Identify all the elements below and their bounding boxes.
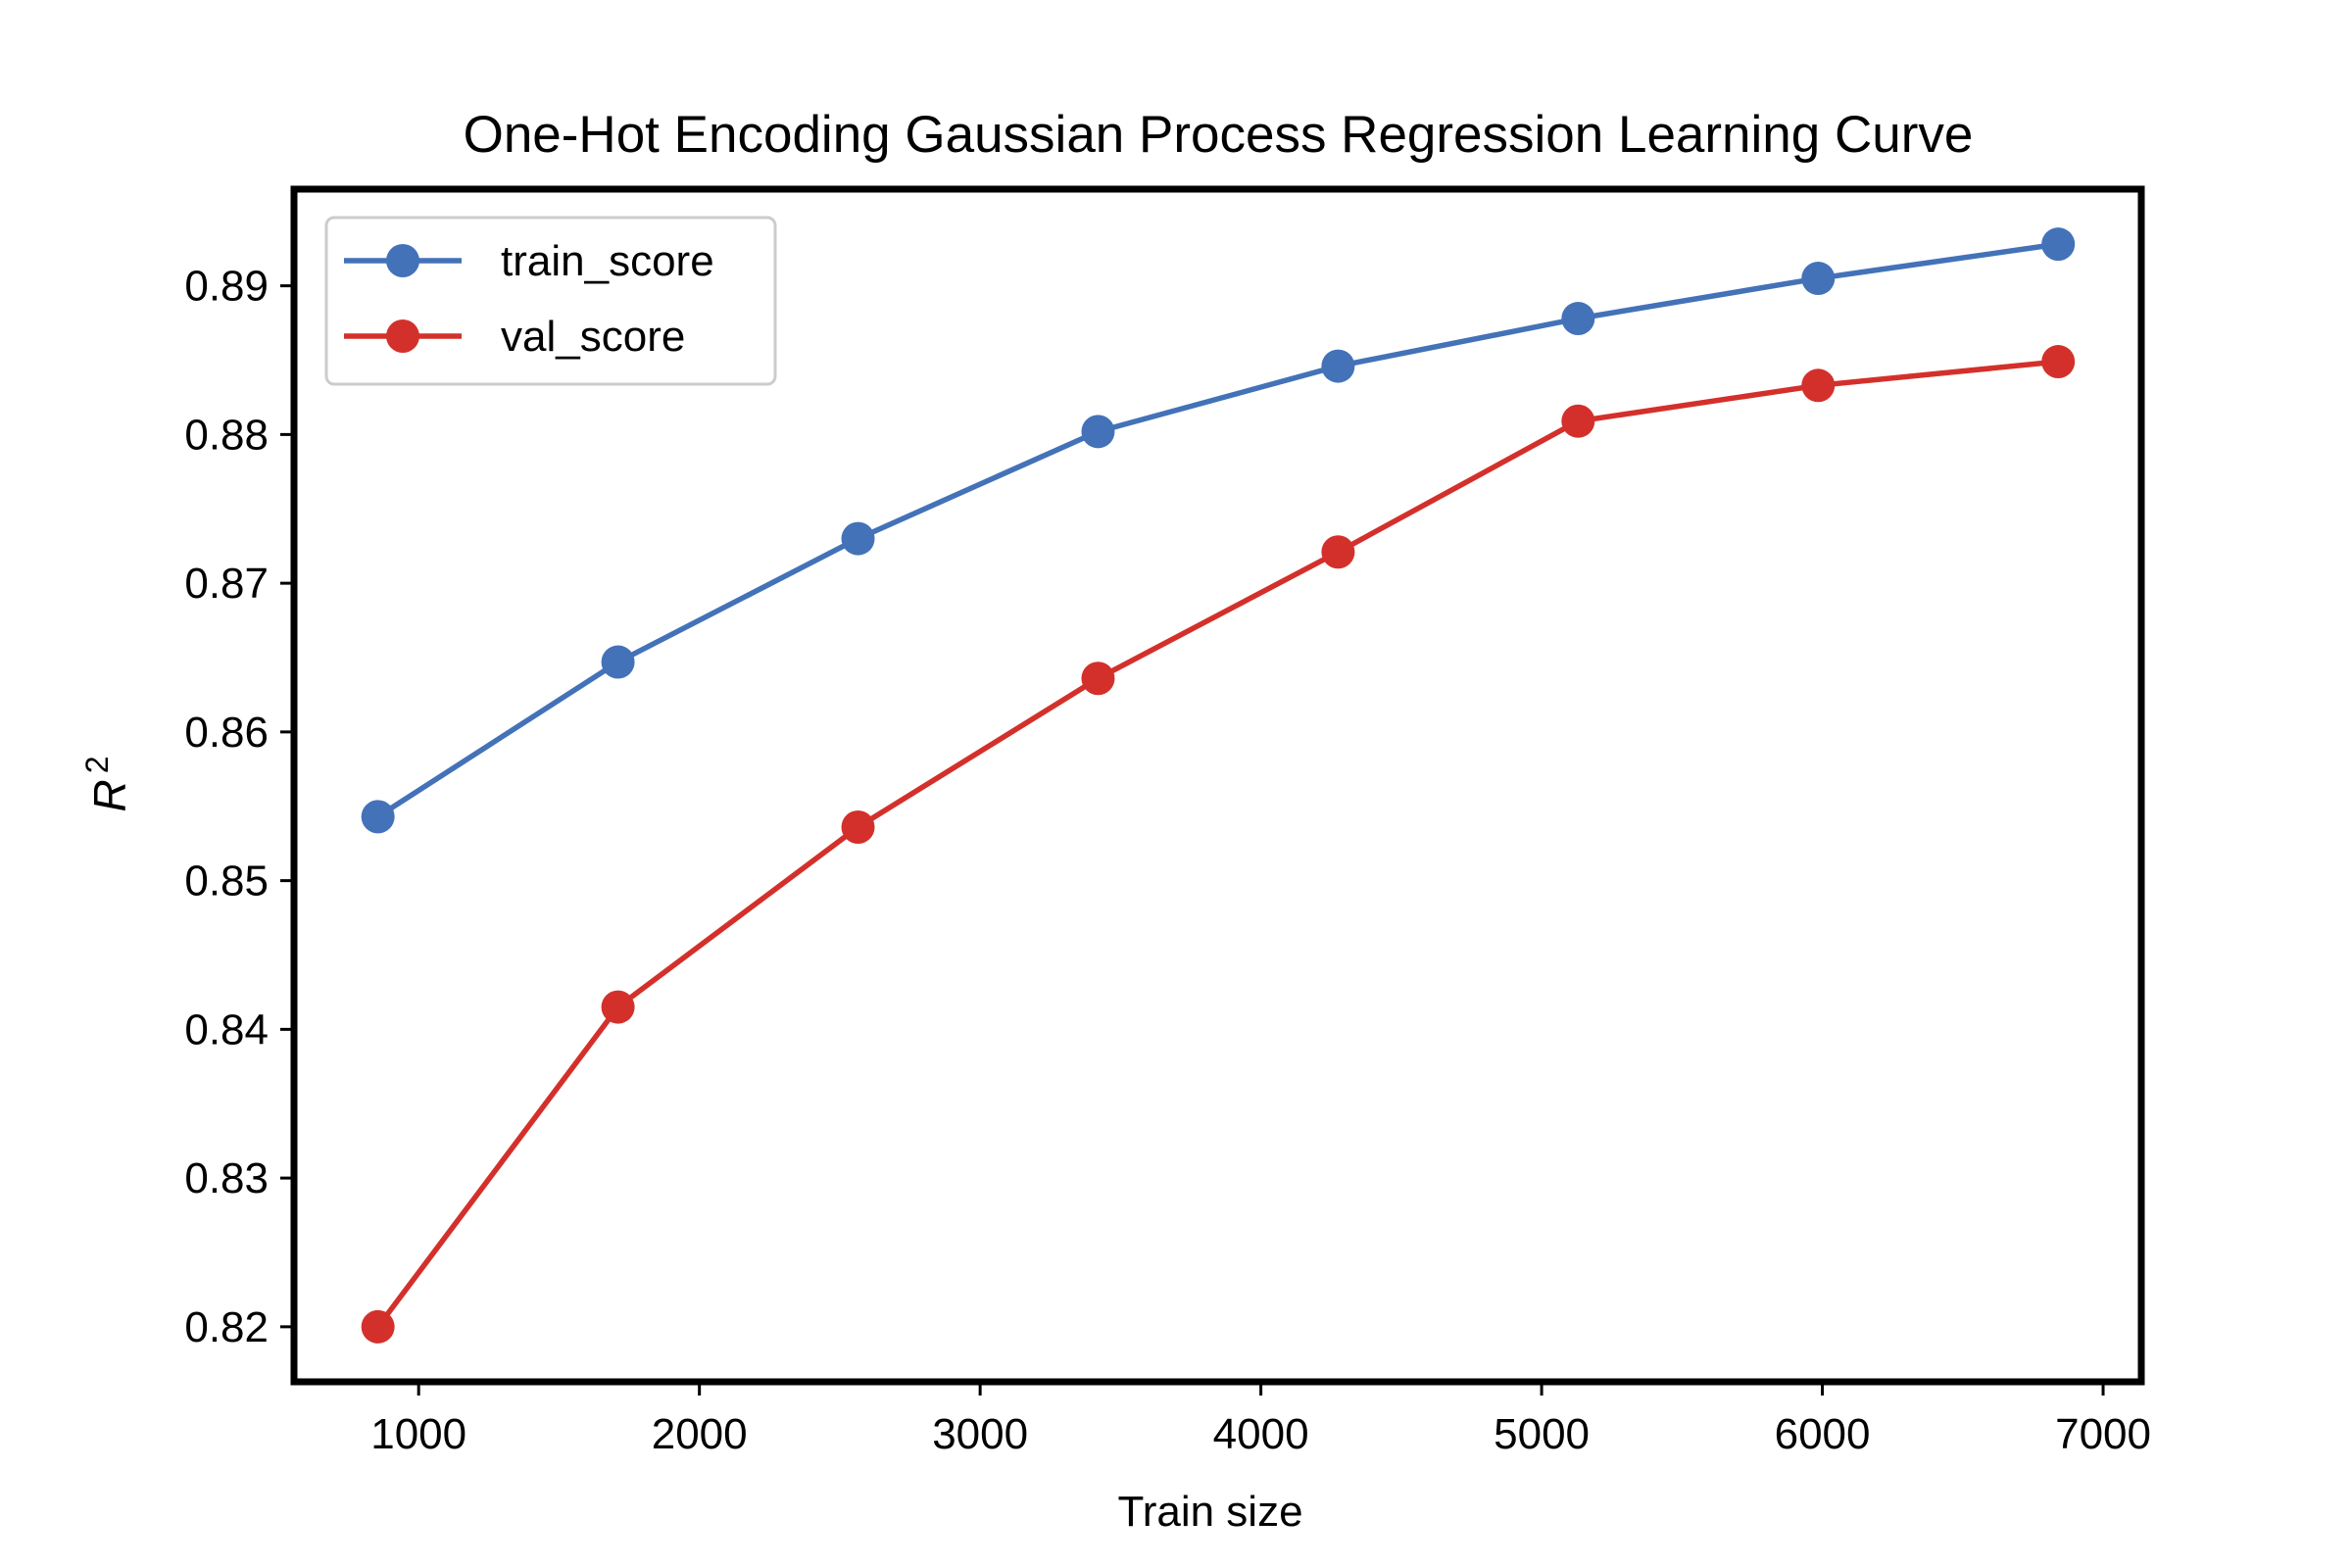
x-axis-label: Train size	[1117, 1488, 1302, 1536]
legend-label: train_score	[501, 237, 714, 285]
x-axis: 1000 2000 3000 4000 5000 6000 7000	[370, 1382, 2151, 1458]
series-layer	[361, 227, 2076, 1344]
chart-title: One-Hot Encoding Gaussian Process Regres…	[464, 106, 1974, 164]
data-point	[1321, 349, 1355, 383]
y-tick-label: 0.82	[184, 1303, 269, 1351]
data-point	[2041, 227, 2076, 262]
x-tick-label: 5000	[1494, 1410, 1590, 1458]
data-point	[1081, 662, 1115, 696]
y-axis-label: R2	[79, 756, 135, 811]
data-point	[601, 645, 635, 679]
y-tick-label: 0.87	[184, 560, 269, 608]
series-line	[376, 241, 2059, 819]
legend-label: val_score	[501, 313, 685, 361]
x-tick-label: 2000	[652, 1410, 748, 1458]
data-point	[1801, 368, 1836, 403]
y-axis-label-superscript: 2	[79, 756, 115, 773]
data-point	[841, 521, 875, 556]
data-point	[601, 990, 635, 1024]
data-point	[1801, 262, 1836, 296]
legend-marker	[386, 319, 419, 353]
data-point	[2041, 345, 2076, 379]
y-tick-label: 0.89	[184, 263, 269, 311]
x-tick-label: 7000	[2055, 1410, 2151, 1458]
data-point	[1321, 535, 1355, 569]
y-tick-label: 0.85	[184, 858, 269, 906]
data-point	[361, 800, 395, 834]
data-point	[841, 809, 875, 844]
series-line	[375, 359, 2059, 1329]
y-tick-label: 0.88	[184, 411, 269, 459]
y-axis: 0.82 0.83 0.84 0.85 0.86 0.87 0.88 0.89	[184, 263, 294, 1351]
y-tick-label: 0.86	[184, 709, 269, 757]
plot-frame	[290, 185, 2145, 1386]
data-point	[1081, 415, 1115, 449]
plot-area	[290, 185, 2145, 1386]
series-train_score	[361, 227, 2076, 834]
series-val_score	[361, 345, 2076, 1344]
legend: train_score val_score	[324, 216, 777, 386]
y-axis-label-base: R	[84, 779, 135, 811]
x-tick-label: 6000	[1775, 1410, 1871, 1458]
legend-marker	[386, 244, 419, 277]
data-point	[1561, 404, 1595, 438]
x-tick-label: 1000	[370, 1410, 466, 1458]
y-tick-label: 0.84	[184, 1005, 269, 1054]
data-point	[361, 1309, 395, 1344]
data-point	[1561, 302, 1595, 336]
y-tick-label: 0.83	[184, 1154, 269, 1202]
x-tick-label: 4000	[1213, 1410, 1309, 1458]
x-tick-label: 3000	[932, 1410, 1028, 1458]
